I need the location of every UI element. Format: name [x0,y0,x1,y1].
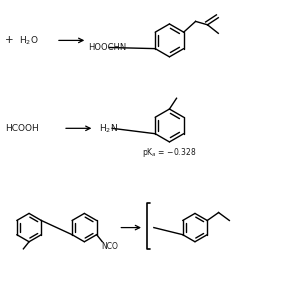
Text: H$_2$N: H$_2$N [99,122,117,135]
Text: NCO: NCO [102,241,119,251]
Text: HCOOH: HCOOH [5,124,39,133]
Text: H$_2$O: H$_2$O [19,34,39,47]
Text: +: + [5,35,14,45]
Text: HOOCHN: HOOCHN [89,43,127,52]
Text: pK$_a$ = −0.328: pK$_a$ = −0.328 [142,146,197,159]
